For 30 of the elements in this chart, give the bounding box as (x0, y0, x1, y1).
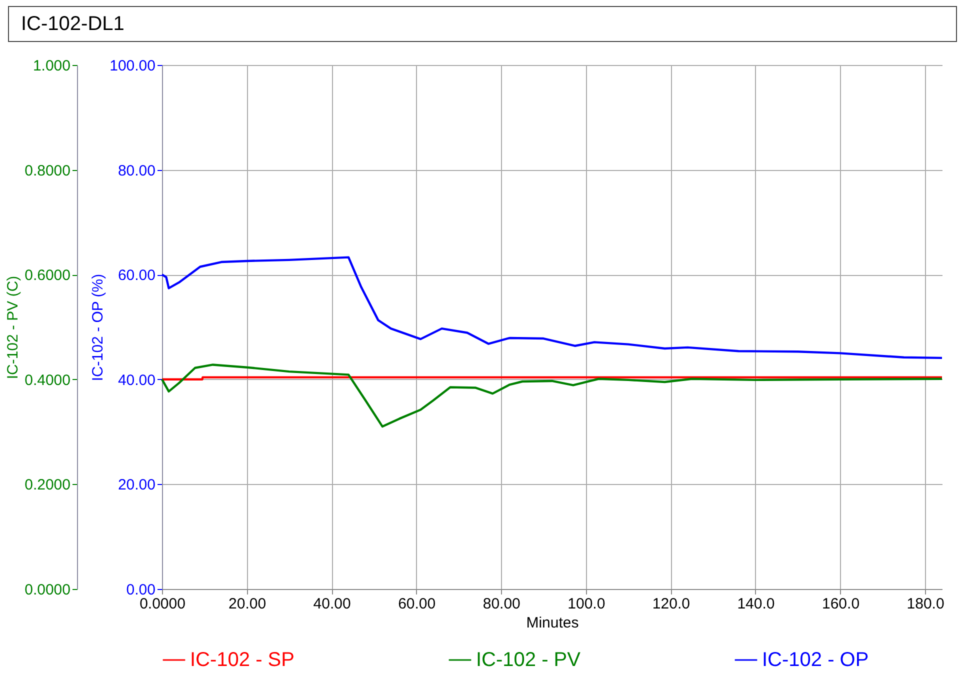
y-tick-label: 0.6000 (24, 267, 70, 284)
y2-tick-label: 100.00 (110, 58, 156, 74)
y2-tick-label: 20.00 (118, 476, 156, 494)
y-tick-label: 0.0000 (24, 582, 70, 598)
x-tick-label: 100.0 (568, 596, 606, 612)
x-tick-label: 160.0 (822, 596, 860, 612)
y-tick-label: 0.2000 (24, 476, 70, 494)
chart-title: IC-102-DL1 (8, 6, 957, 42)
legend-label: IC-102 - PV (476, 649, 582, 671)
legend-label: IC-102 - SP (190, 649, 294, 671)
x-tick-label: 0.0000 (140, 596, 186, 612)
y2-tick-label: 40.00 (118, 372, 156, 389)
y-tick-label: 0.4000 (24, 372, 70, 389)
x-tick-label: 80.00 (482, 596, 520, 612)
y2-tick-label: 0.00 (126, 582, 156, 598)
line-series (160, 364, 944, 428)
x-tick-label: 140.0 (737, 596, 775, 612)
x-tick-label: 120.0 (652, 596, 690, 612)
legend-label: IC-102 - OP (762, 649, 869, 671)
y2-tick-label: 60.00 (118, 267, 156, 284)
x-tick-label: 20.00 (228, 596, 266, 612)
y-axis-title: IC-102 - PV (C) (4, 276, 22, 380)
y2-axis-title: IC-102 - OP (%) (90, 274, 107, 382)
x-tick-label: 60.00 (398, 596, 436, 612)
y-tick-label: 0.8000 (24, 162, 70, 180)
x-axis-title: Minutes (526, 614, 579, 632)
y2-tick-label: 80.00 (118, 162, 156, 180)
y-tick-label: 1.000 (32, 58, 70, 74)
x-tick-label: 40.00 (313, 596, 351, 612)
x-tick-label: 180.0 (906, 596, 944, 612)
